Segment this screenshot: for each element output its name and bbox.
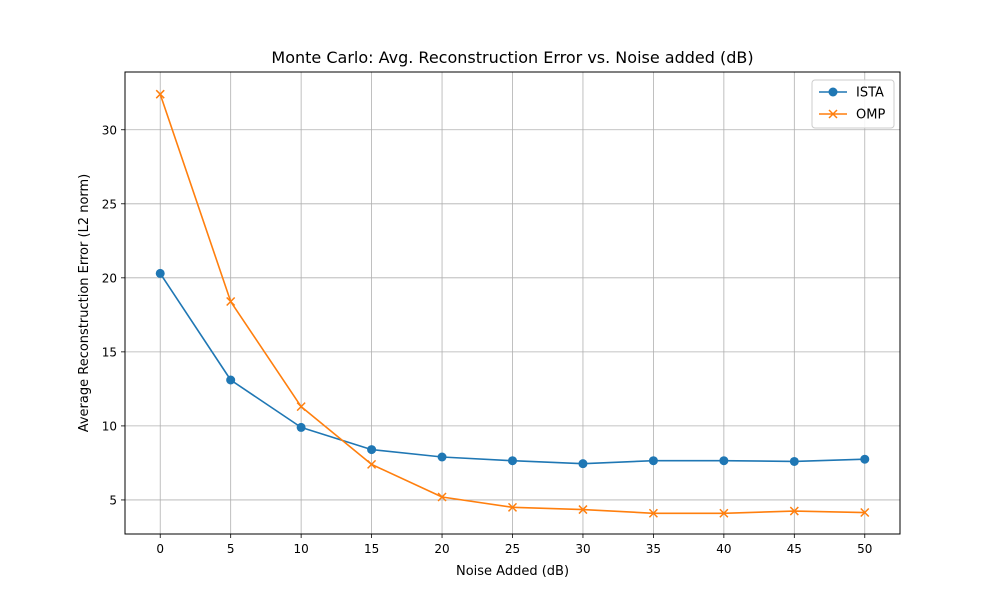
y-tick-label: 30 <box>102 123 117 137</box>
data-point-ista <box>367 445 377 455</box>
legend-marker-omp <box>828 109 838 119</box>
x-tick-label: 35 <box>646 542 661 556</box>
series-ista <box>155 268 870 469</box>
legend-marker-ista <box>828 87 838 97</box>
data-point-ista <box>296 422 306 432</box>
x-tick-label: 5 <box>227 542 235 556</box>
data-point-omp <box>789 506 799 516</box>
data-point-omp <box>648 508 658 518</box>
legend-label-omp: OMP <box>856 108 885 123</box>
x-tick-label: 15 <box>364 542 379 556</box>
x-axis-label: Noise Added (dB) <box>456 564 569 579</box>
data-point-ista <box>226 375 236 385</box>
series-layer <box>155 89 870 518</box>
data-point-omp <box>155 89 165 99</box>
data-point-ista <box>578 459 588 469</box>
x-tick-label: 20 <box>434 542 449 556</box>
data-point-ista <box>789 456 799 466</box>
data-point-omp <box>296 402 306 412</box>
data-point-ista <box>155 268 165 278</box>
data-point-omp <box>437 492 447 502</box>
x-tick-label: 45 <box>787 542 802 556</box>
chart-title: Monte Carlo: Avg. Reconstruction Error v… <box>271 48 753 67</box>
x-tick-label: 0 <box>156 542 164 556</box>
series-omp <box>155 89 870 518</box>
data-point-omp <box>507 502 518 512</box>
data-point-omp <box>226 296 236 307</box>
data-point-ista <box>719 456 729 466</box>
data-point-omp <box>719 508 729 518</box>
y-axis-ticks: 5 10 15 20 25 30 <box>102 123 125 507</box>
y-tick-label: 25 <box>102 197 117 211</box>
x-axis-ticks: 0 5 10 15 20 25 30 35 40 45 50 <box>156 534 872 556</box>
data-point-omp <box>578 505 588 515</box>
x-tick-label: 50 <box>857 542 872 556</box>
data-point-ista <box>437 452 447 462</box>
data-point-omp <box>367 459 377 469</box>
x-tick-label: 10 <box>293 542 308 556</box>
data-point-ista <box>860 454 870 464</box>
x-tick-label: 40 <box>716 542 731 556</box>
x-tick-label: 30 <box>575 542 590 556</box>
x-tick-label: 25 <box>505 542 520 556</box>
y-tick-label: 20 <box>102 271 117 285</box>
data-point-ista <box>648 456 658 466</box>
legend: ISTA OMP <box>811 79 895 129</box>
y-tick-label: 5 <box>109 493 117 507</box>
y-tick-label: 10 <box>102 419 117 433</box>
data-point-ista <box>508 456 517 466</box>
data-point-omp <box>860 507 870 518</box>
legend-label-ista: ISTA <box>856 86 884 101</box>
y-axis-label: Average Reconstruction Error (L2 norm) <box>77 174 92 433</box>
y-tick-label: 15 <box>102 345 117 359</box>
